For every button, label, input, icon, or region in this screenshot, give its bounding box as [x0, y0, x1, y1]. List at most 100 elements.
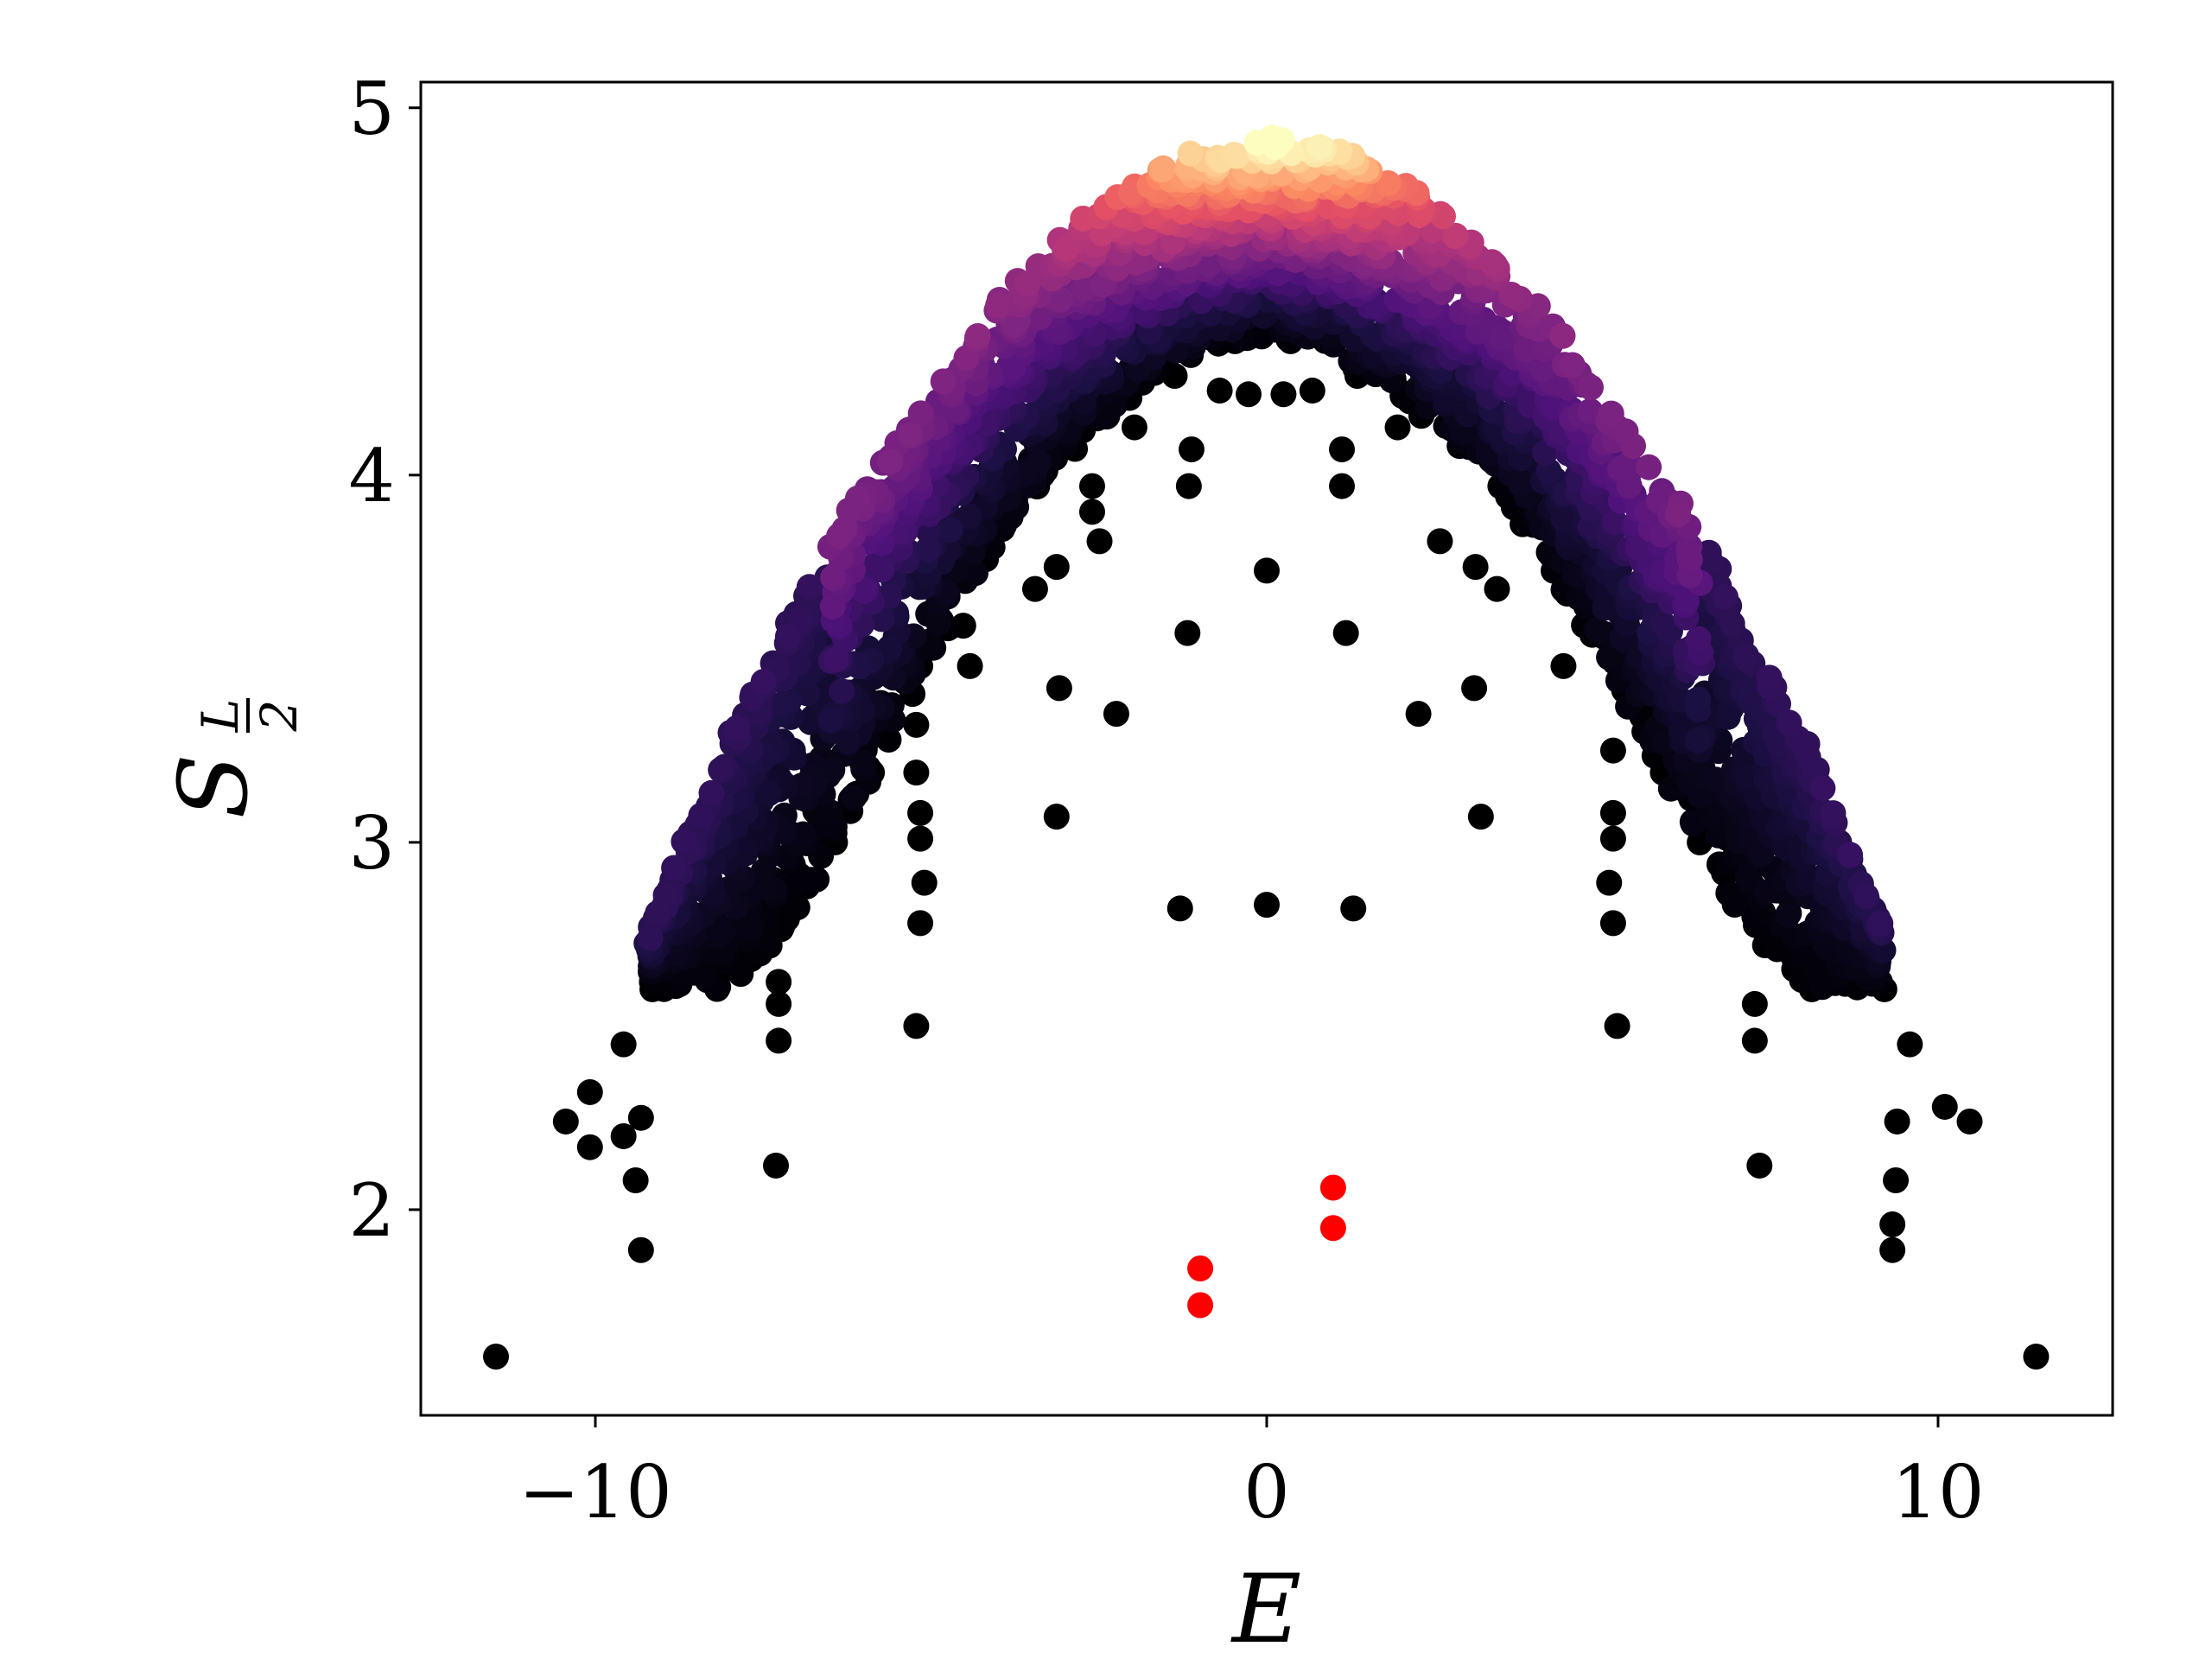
outlier-point — [610, 1031, 637, 1058]
band-point — [1809, 775, 1836, 802]
outlier-point — [1879, 1236, 1906, 1263]
band-point — [1665, 501, 1692, 528]
band-point — [1789, 941, 1816, 968]
outlier-point — [1405, 701, 1432, 728]
band-point — [1530, 356, 1557, 383]
y-tick-label: 2 — [349, 1168, 395, 1253]
band-point — [956, 503, 982, 530]
band-point — [1836, 842, 1863, 868]
band-point — [1224, 143, 1250, 169]
outlier-point — [1174, 620, 1201, 646]
band-point — [1148, 156, 1175, 183]
band-point — [1607, 455, 1634, 482]
outlier-point — [1043, 554, 1070, 581]
band-point — [1479, 250, 1505, 276]
band-point — [937, 517, 963, 543]
outlier-point — [1086, 528, 1113, 555]
outlier-point — [1236, 381, 1262, 408]
band-point — [1636, 454, 1662, 480]
outlier-point — [1884, 1108, 1910, 1135]
band-point — [1497, 282, 1524, 308]
outlier-point — [483, 1343, 510, 1370]
outlier-point — [1604, 1013, 1630, 1039]
band-point — [1734, 864, 1761, 891]
band-point — [645, 899, 671, 926]
outlier-point — [1166, 895, 1193, 922]
band-point — [1584, 617, 1611, 643]
outlier-point — [1299, 378, 1325, 404]
outlier-point — [2023, 1343, 2050, 1370]
band-point — [1809, 974, 1835, 1001]
outlier-point — [903, 711, 930, 738]
band-point — [1680, 810, 1707, 837]
band-point — [897, 422, 924, 448]
outlier-point — [1550, 652, 1577, 679]
outlier-point — [903, 760, 930, 786]
outlier-point — [1897, 1031, 1923, 1058]
y-tick-label: 4 — [349, 434, 395, 518]
band-point — [804, 866, 830, 893]
band-point — [877, 448, 904, 475]
y-tick-label: 5 — [349, 67, 395, 151]
outlier-point — [1462, 554, 1489, 581]
band-point — [1488, 323, 1515, 350]
outlier-point — [1741, 990, 1768, 1017]
band-point — [767, 691, 794, 718]
outlier-point — [1206, 378, 1233, 404]
outlier-point — [903, 1013, 930, 1039]
outlier-point — [1078, 473, 1105, 499]
outlier-point — [1599, 825, 1626, 852]
band-point — [637, 925, 664, 951]
band-point — [1676, 546, 1703, 573]
band-point — [1513, 336, 1540, 363]
outlier-point — [1427, 528, 1453, 555]
band-point — [661, 855, 688, 881]
band-point — [1756, 664, 1783, 691]
outlier-point — [1332, 620, 1359, 646]
band-point — [1375, 170, 1402, 196]
band-point — [1732, 645, 1758, 671]
outlier-point — [576, 1078, 603, 1105]
outlier-point — [1078, 499, 1105, 525]
outlier-point — [1931, 1093, 1958, 1120]
band-point — [1507, 471, 1534, 498]
band-point — [823, 646, 849, 673]
outlier-point — [627, 1236, 654, 1263]
band-point — [839, 784, 866, 810]
outlier-point — [1340, 895, 1367, 922]
outlier-point — [1270, 381, 1297, 408]
outlier-point — [907, 910, 934, 937]
y-tick-label: 3 — [349, 801, 395, 886]
band-point — [796, 574, 823, 601]
outlier-point — [1043, 804, 1070, 830]
outlier-point — [1046, 675, 1072, 702]
band-point — [1775, 901, 1802, 928]
outlier-point — [766, 1027, 792, 1054]
outlier-point — [957, 652, 983, 679]
band-point — [985, 292, 1012, 319]
band-point — [774, 623, 801, 650]
band-point — [698, 779, 725, 806]
band-point — [964, 323, 991, 349]
band-point — [930, 368, 957, 395]
band-point — [829, 678, 855, 704]
band-point — [819, 757, 846, 784]
outlier-point — [627, 1104, 654, 1131]
band-point — [1719, 610, 1745, 637]
x-tick-label: 10 — [1892, 1450, 1985, 1535]
outlier-point — [907, 825, 934, 852]
outlier-point — [576, 1134, 603, 1160]
band-point — [1620, 433, 1646, 460]
band-point — [817, 707, 844, 734]
band-point — [953, 345, 980, 372]
outlier-point — [907, 799, 934, 826]
band-point — [1598, 400, 1624, 427]
band-point — [1685, 686, 1712, 713]
x-tick-label: 0 — [1243, 1450, 1289, 1535]
band-point — [1685, 728, 1712, 753]
outlier-point — [1484, 575, 1510, 602]
outlier-point — [763, 1152, 790, 1179]
band-point — [784, 894, 810, 921]
outlier-point — [1384, 414, 1411, 441]
